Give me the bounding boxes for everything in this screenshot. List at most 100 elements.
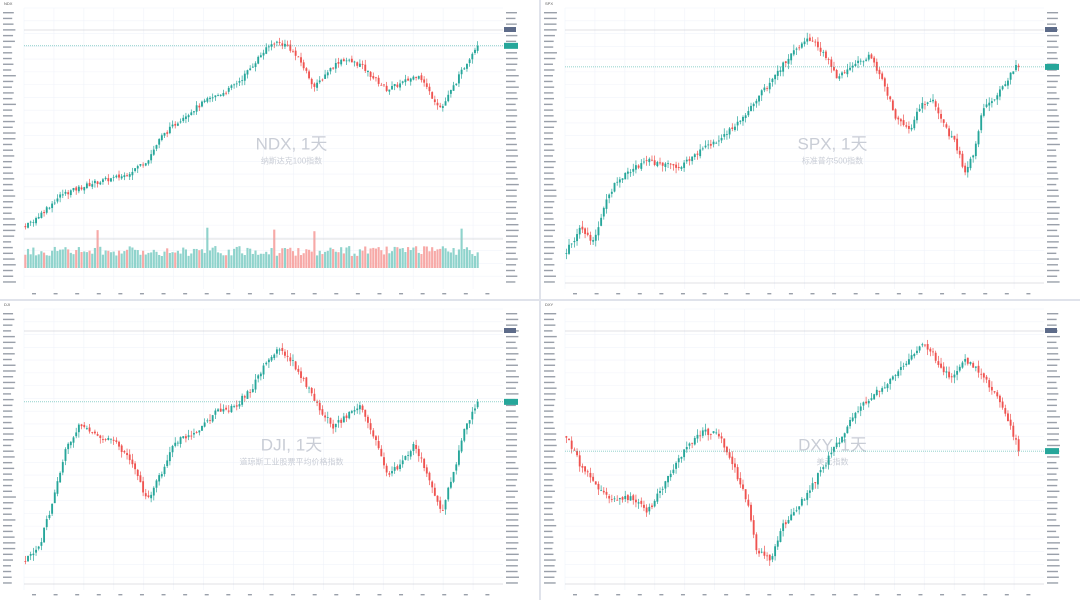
candle-body (227, 87, 230, 92)
left-scale-tick (544, 223, 555, 226)
candle-body (313, 393, 316, 401)
candle-body (996, 95, 999, 100)
candle-body (455, 464, 458, 471)
left-scale-tick (544, 335, 557, 338)
left-scale-tick (3, 206, 13, 209)
candle-body (634, 499, 637, 503)
candle-body (233, 84, 236, 86)
candle-body (910, 355, 913, 360)
candle-body (313, 83, 316, 87)
candle-body (774, 546, 777, 557)
candle-body (420, 75, 423, 81)
price-scale-tick (506, 353, 519, 355)
left-scale-tick (3, 542, 16, 544)
candle-body (597, 227, 600, 236)
chart-panel-spx[interactable]: SPX SPX, 1天 标准普尔500指数 (541, 0, 1080, 299)
price-scale-tick (1047, 433, 1059, 435)
left-scale-tick (544, 80, 553, 83)
candle-body (193, 111, 195, 113)
candle-body (425, 83, 428, 87)
candle-body (284, 43, 286, 47)
candle-body (1015, 64, 1017, 71)
watermark-title: SPX, 1天 (798, 135, 868, 154)
candle-body (618, 498, 621, 500)
candle-body (659, 162, 661, 164)
candle-body (230, 405, 233, 413)
chart-panel-dji[interactable]: DJI DJI, 1天 道琼斯工业股票平均价格指数 (0, 301, 539, 600)
candle-body (155, 145, 158, 149)
candle-body (899, 119, 902, 122)
candle-body (990, 386, 993, 391)
panel-header-dji: DJI (4, 302, 10, 307)
candle-body (147, 160, 150, 164)
time-axis-tick (918, 594, 923, 596)
price-scale-tick (1047, 120, 1060, 123)
left-scale-tick (544, 63, 553, 65)
candle-body (731, 127, 734, 129)
time-axis-tick (312, 594, 317, 596)
price-scale-tick (506, 461, 516, 464)
time-axis-tick (226, 293, 231, 295)
left-scale-tick (3, 264, 16, 266)
time-axis-tick (767, 293, 772, 295)
candle-body (345, 415, 348, 419)
candle-body (867, 400, 870, 404)
price-scale-tick (1047, 398, 1057, 401)
price-scale-tick (1047, 353, 1059, 355)
price-scale-tick (1047, 513, 1057, 515)
candle-body (846, 69, 849, 75)
candle-body (768, 554, 771, 561)
candle-body (985, 104, 988, 107)
chart-panel-ndx[interactable]: NDX NDX, 1天 纳斯达克100指数 (0, 0, 539, 299)
volume-bar (409, 250, 412, 268)
time-axis-tick (680, 293, 685, 295)
price-scale-tick (506, 264, 517, 266)
price-scale-tick (506, 92, 517, 94)
volume-bar (302, 253, 305, 268)
candle-body (616, 181, 619, 183)
candle-body (305, 377, 308, 387)
time-axis-tick (1004, 594, 1009, 596)
candle-body (56, 481, 59, 494)
volume-bar (291, 251, 295, 268)
candle-body (361, 63, 364, 65)
candle-body (755, 100, 758, 104)
left-scale-tick (544, 324, 556, 326)
volume-bar (307, 249, 311, 268)
volume-bar (299, 255, 303, 268)
left-scale-tick (3, 524, 13, 527)
chart-panel-dxy[interactable]: DXY DXY, 1天 美元指数 (541, 301, 1080, 600)
candle-body (211, 97, 214, 99)
left-scale-tick (3, 143, 13, 146)
volume-bar (136, 250, 139, 268)
price-scale-tick (506, 502, 518, 504)
candle-body (980, 373, 983, 375)
price-scale-tick (1047, 195, 1059, 197)
candle-body (407, 78, 410, 81)
price-scale-tick (506, 524, 519, 527)
candle-body (816, 41, 819, 48)
candle-body (637, 165, 640, 168)
left-scale-tick (3, 536, 15, 538)
candle-body (586, 232, 589, 235)
left-scale-tick (3, 23, 14, 25)
left-scale-tick (544, 404, 555, 407)
candle-body (297, 56, 300, 58)
candle-body (452, 471, 455, 482)
candle-body (262, 365, 265, 375)
candle-body (728, 452, 731, 458)
candle-body (830, 59, 833, 68)
candle-body (643, 504, 645, 508)
volume-bar (356, 255, 359, 268)
left-scale-tick (3, 155, 15, 157)
candle-body (600, 217, 603, 226)
candle-body (85, 428, 88, 429)
left-scale-tick (3, 484, 12, 487)
candle-body (308, 71, 310, 79)
candle-body (428, 472, 431, 481)
left-scale-tick (3, 103, 16, 106)
left-scale-tick (3, 570, 12, 573)
volume-bar (43, 252, 46, 268)
left-scale-tick (3, 172, 14, 174)
candle-body (648, 158, 651, 163)
